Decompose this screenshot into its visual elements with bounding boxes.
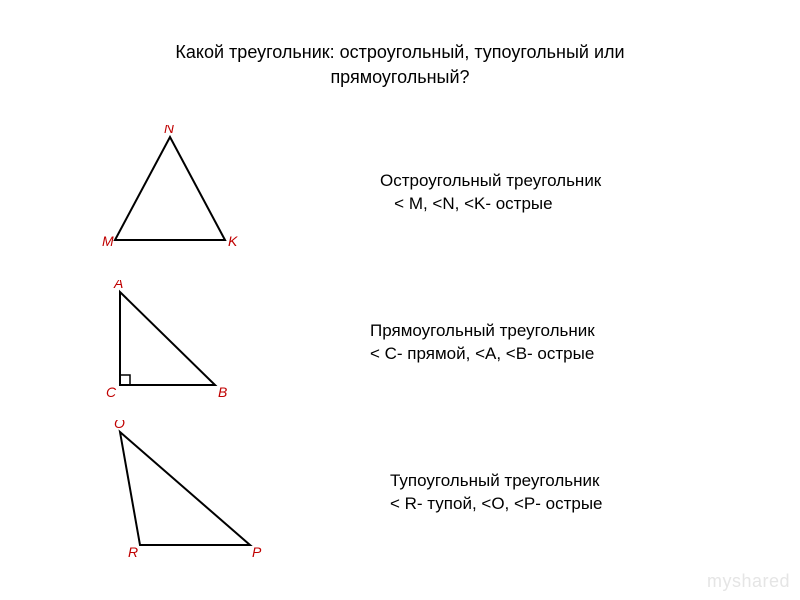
vertex-label-B: B xyxy=(218,384,227,400)
title-line-2: прямоугольный? xyxy=(330,67,469,87)
obtuse-triangle-path xyxy=(120,432,250,545)
obtuse-triangle-figure: O R P xyxy=(100,420,275,570)
vertex-label-R: R xyxy=(128,544,138,560)
title-line-1: Какой треугольник: остроугольный, тупоуг… xyxy=(175,42,624,62)
obtuse-desc-line2: < R- тупой, <O, <P- острые xyxy=(390,494,603,513)
vertex-label-P: P xyxy=(252,544,262,560)
obtuse-triangle-svg: O R P xyxy=(100,420,275,565)
acute-triangle-path xyxy=(115,137,225,240)
right-angle-marker xyxy=(120,375,130,385)
vertex-label-N: N xyxy=(164,125,175,136)
right-triangle-figure: A C B xyxy=(100,280,240,410)
vertex-label-O: O xyxy=(114,420,125,431)
right-desc-line1: Прямоугольный треугольник xyxy=(370,321,595,340)
acute-triangle-svg: N M K xyxy=(100,125,250,260)
vertex-label-M: M xyxy=(102,233,114,249)
vertex-label-C: C xyxy=(106,384,117,400)
acute-triangle-figure: N M K xyxy=(100,125,250,265)
right-triangle-path xyxy=(120,292,215,385)
obtuse-desc-line1: Тупоугольный треугольник xyxy=(390,471,599,490)
right-triangle-svg: A C B xyxy=(100,280,240,405)
vertex-label-A: A xyxy=(113,280,123,291)
acute-desc-line2: < M, <N, <K- острые xyxy=(394,194,552,213)
vertex-label-K: K xyxy=(228,233,238,249)
right-description: Прямоугольный треугольник < C- прямой, <… xyxy=(370,320,595,366)
acute-desc-line1: Остроугольный треугольник xyxy=(380,171,601,190)
right-desc-line2: < C- прямой, <A, <B- острые xyxy=(370,344,594,363)
obtuse-description: Тупоугольный треугольник < R- тупой, <O,… xyxy=(390,470,603,516)
acute-description: Остроугольный треугольник < M, <N, <K- о… xyxy=(380,170,601,216)
watermark-text: myshared xyxy=(707,571,790,592)
slide-title: Какой треугольник: остроугольный, тупоуг… xyxy=(0,40,800,90)
